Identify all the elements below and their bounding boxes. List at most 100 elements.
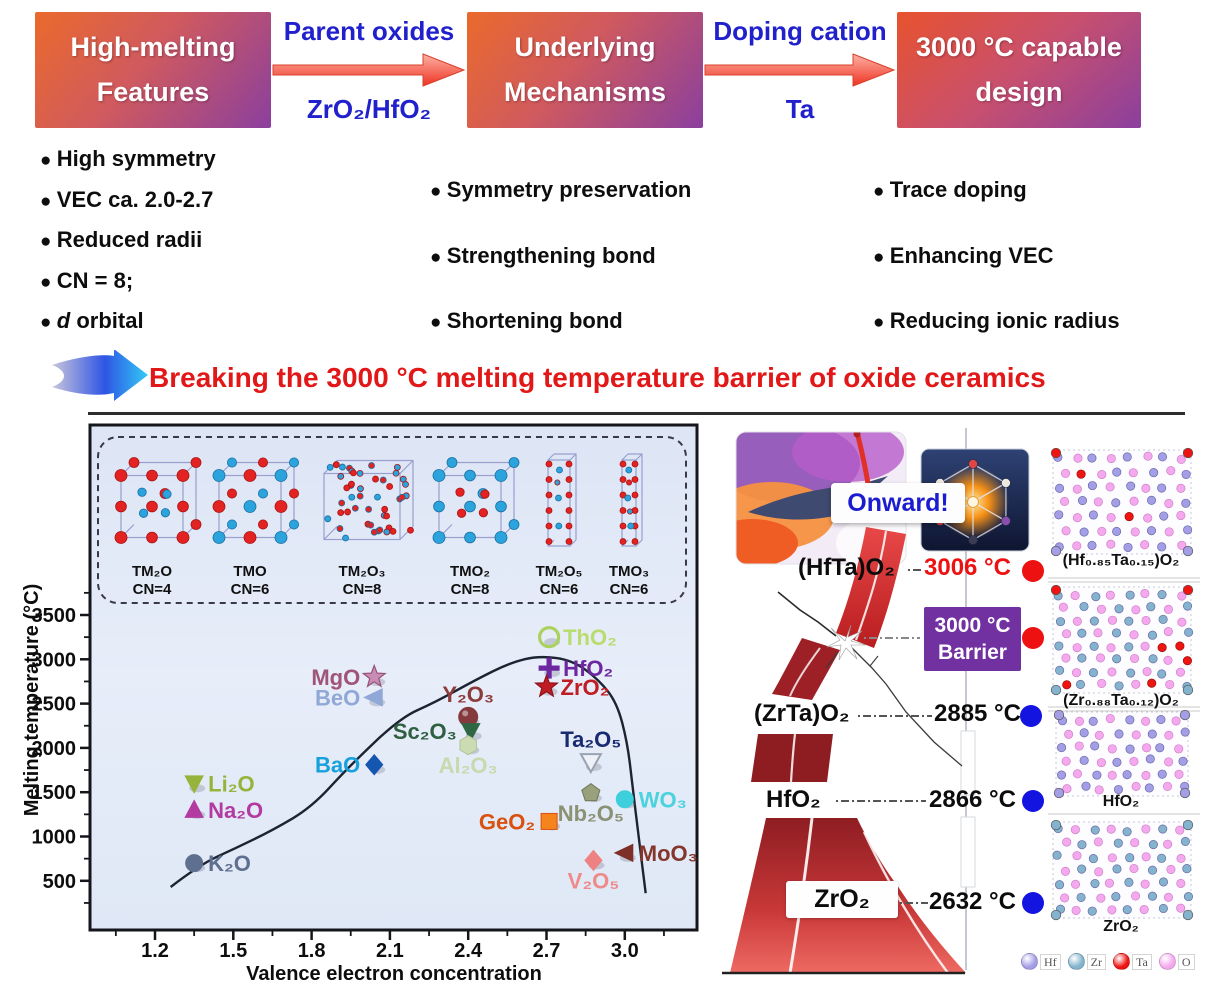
crack-line	[825, 651, 879, 669]
svg-text:Al₂O₃: Al₂O₃	[439, 753, 498, 778]
svg-text:HfO₂: HfO₂	[563, 656, 613, 681]
box1-line1: High-melting	[70, 32, 236, 62]
bullet-item: Reducing ionic radius	[873, 289, 1120, 355]
timeline-bracket	[960, 816, 976, 888]
box-underlying-mechanisms: Underlying Mechanisms	[467, 12, 703, 128]
svg-text:CN=6: CN=6	[610, 581, 649, 598]
svg-text:3500: 3500	[32, 605, 77, 627]
svg-text:Ta₂O₅: Ta₂O₅	[560, 727, 621, 752]
svg-text:3.0: 3.0	[611, 940, 639, 962]
svg-text:CN=6: CN=6	[231, 581, 270, 598]
timeline-bracket	[960, 730, 976, 796]
svg-text:1.8: 1.8	[298, 940, 326, 962]
panel-label-zr088ta012o2: (Zr₀.₈₈Ta₀.₁₂)O₂	[1063, 692, 1179, 709]
svg-text:Li₂O: Li₂O	[208, 771, 254, 796]
svg-text:CN=8: CN=8	[343, 581, 382, 598]
onward-callout: Onward!	[831, 483, 965, 523]
arrow2-bottom-label: Ta	[785, 94, 815, 124]
svg-text:Sc₂O₃: Sc₂O₃	[393, 719, 457, 744]
bullet-item: Enhancing VEC	[873, 224, 1120, 290]
svg-text:ZrO₂: ZrO₂	[561, 675, 610, 700]
row-zro2-name: ZrO₂	[786, 881, 898, 918]
svg-text:3000: 3000	[32, 649, 77, 671]
legend-item-o: O	[1158, 953, 1195, 970]
svg-text:TMO₃: TMO₃	[609, 563, 649, 580]
legend-item-zr: Zr	[1067, 953, 1106, 970]
flow-arrow-doping-cation: Doping cation Ta	[703, 12, 897, 128]
barrier-line1: 3000 °C	[934, 614, 1011, 637]
bullet-item: Trace doping	[873, 158, 1120, 224]
box2-line2: Mechanisms	[503, 77, 667, 107]
svg-text:TM₂O: TM₂O	[132, 563, 172, 580]
svg-text:1.2: 1.2	[141, 940, 169, 962]
svg-text:2.7: 2.7	[533, 940, 561, 962]
svg-text:BeO: BeO	[315, 685, 360, 710]
y-axis-title: Melting temperature (°C)	[21, 584, 43, 816]
o-sphere-icon	[1158, 953, 1176, 970]
bullet-item: d orbital	[40, 302, 216, 343]
row-hfo2-temp: 2866 °C	[929, 786, 1016, 813]
svg-text:TM₂O₅: TM₂O₅	[536, 563, 583, 580]
flow-arrow-parent-oxides: Parent oxides ZrO₂/HfO₂	[271, 12, 467, 128]
svg-text:TM₂O₃: TM₂O₃	[339, 563, 386, 580]
legend-item-hf: Hf	[1021, 953, 1061, 970]
svg-text:ThO₂: ThO₂	[563, 625, 617, 650]
svg-text:MoO₃: MoO₃	[639, 841, 698, 866]
arrow1-top-label: Parent oxides	[283, 16, 455, 46]
arrow1-bottom-label: ZrO₂/HfO₂	[306, 94, 432, 124]
atom-legend: Hf Zr Ta O	[1021, 953, 1195, 970]
crystal-structure-panels	[1050, 447, 1194, 921]
arrow2-top-label: Doping cation	[713, 16, 887, 46]
bullet-item: CN = 8;	[40, 262, 216, 303]
ta-sphere-icon	[1113, 953, 1130, 970]
crack-line	[777, 591, 837, 637]
svg-text:2500: 2500	[32, 694, 77, 716]
bullet-list-design: Trace doping Enhancing VEC Reducing ioni…	[873, 158, 1120, 355]
box3-line2: design	[975, 77, 1063, 107]
bullet-list-features: High symmetry VEC ca. 2.0-2.7 Reduced ra…	[40, 140, 216, 343]
svg-text:Y₂O₃: Y₂O₃	[442, 682, 494, 707]
x-axis-title: Valence electron concentration	[246, 963, 542, 985]
box2-line1: Underlying	[514, 32, 656, 62]
legend-item-ta: Ta	[1113, 953, 1152, 970]
panel-label-zro2: ZrO₂	[1103, 918, 1139, 935]
svg-text:Nb₂O₅: Nb₂O₅	[558, 801, 624, 826]
crystal-structures-strip: TM₂OCN=4TMOCN=6TM₂O₃CN=8TMO₂CN=8TM₂O₅CN=…	[114, 453, 649, 598]
red-dot	[1022, 560, 1044, 582]
svg-text:MgO: MgO	[311, 665, 360, 690]
bullet-item: Strengthening bond	[430, 224, 691, 290]
banner-title: Breaking the 3000 °C melting temperature…	[149, 362, 1046, 393]
svg-text:1000: 1000	[32, 827, 77, 849]
box1-line2: Features	[96, 77, 210, 107]
svg-text:V₂O₅: V₂O₅	[568, 868, 620, 893]
blue-swoosh-arrow-icon	[52, 350, 148, 401]
bullet-item: Reduced radii	[40, 221, 216, 262]
svg-text:500: 500	[43, 871, 76, 893]
bullet-item: Symmetry preservation	[430, 158, 692, 224]
barrier-callout: 3000 °C Barrier	[924, 607, 1021, 671]
svg-text:GeO₂: GeO₂	[479, 809, 535, 834]
bullet-item: VEC ca. 2.0-2.7	[40, 181, 216, 222]
section-divider	[88, 412, 1185, 415]
svg-text:BaO: BaO	[315, 753, 360, 778]
melting-temperature-chart: TM₂OCN=4TMOCN=6TM₂O₃CN=8TMO₂CN=8TM₂O₅CN=…	[21, 423, 699, 985]
dashed-connectors	[836, 569, 932, 904]
red-dot	[1022, 627, 1044, 649]
row-hfta-o2-name: (HfTa)O₂	[798, 554, 895, 581]
svg-text:Na₂O: Na₂O	[208, 798, 263, 823]
svg-text:2.1: 2.1	[376, 940, 404, 962]
crack-line	[851, 647, 963, 767]
row-hfo2-name: HfO₂	[766, 786, 821, 813]
svg-text:CN=4: CN=4	[133, 581, 172, 598]
svg-text:TMO: TMO	[233, 563, 267, 580]
panel-label-hfo2: HfO₂	[1102, 793, 1140, 810]
row-zrta-o2-name: (ZrTa)O₂	[754, 700, 850, 727]
bullet-list-mechanisms: Symmetry preservation Strengthening bond…	[430, 158, 692, 355]
box3-line1: 3000 °C capable	[916, 32, 1122, 62]
barrier-line2: Barrier	[938, 641, 1007, 664]
crack-burst	[826, 624, 867, 661]
row-zro2-temp: 2632 °C	[929, 888, 1016, 915]
svg-text:CN=8: CN=8	[451, 581, 490, 598]
panel-separators	[1048, 577, 1200, 815]
